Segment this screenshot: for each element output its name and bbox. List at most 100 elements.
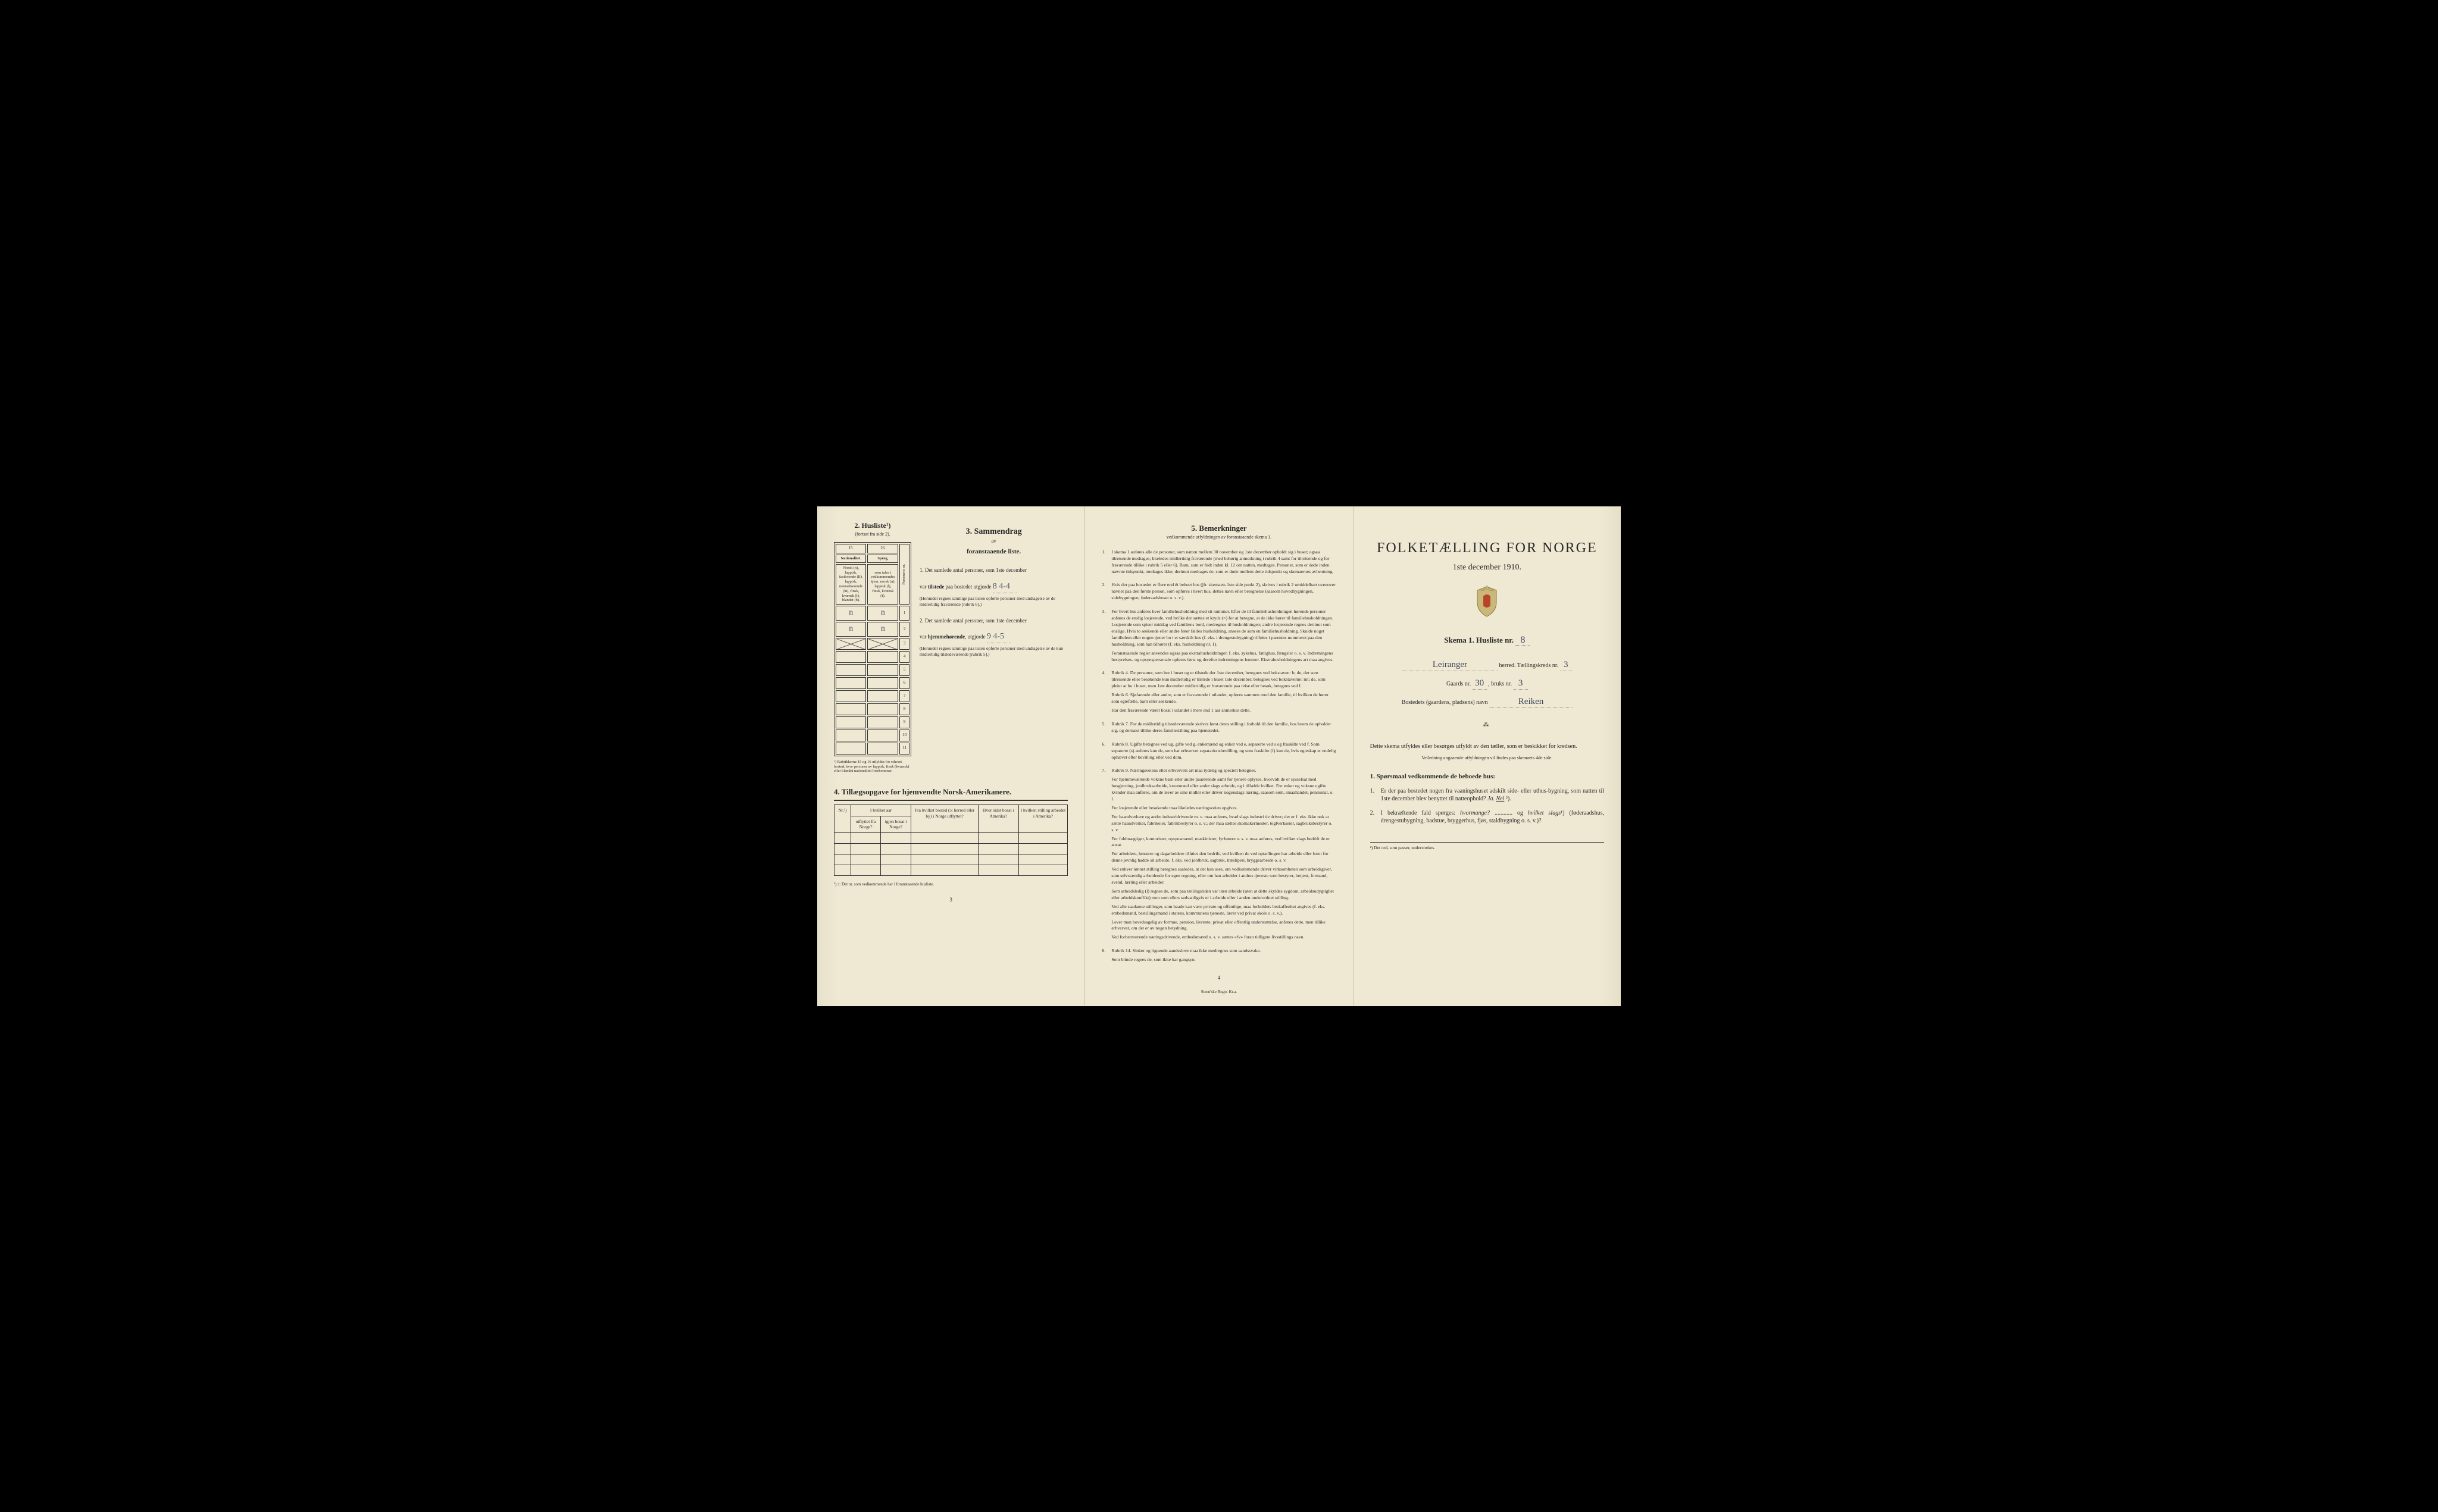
bruks-nr: 3 [1514, 677, 1528, 690]
section-2-husliste: 2. Husliste¹) (fortsat fra side 2). 15. … [834, 521, 911, 774]
table-row [834, 833, 1068, 844]
bosted-value: Reiken [1489, 696, 1573, 708]
q2-text-content: I bekræftende fald spørges: hvormange? .… [1381, 810, 1604, 825]
skema-line: Skema 1. Husliste nr. 8 [1370, 634, 1604, 647]
husliste-table: 15. 16. Personens nr. Nationalitet. Spro… [834, 542, 911, 756]
table-row: 11 [836, 743, 909, 755]
col16-desc: som tales i vedkommendes hjem: norsk (n)… [867, 564, 898, 605]
col-15: 15. [836, 544, 866, 553]
q2-num: 2. [1370, 809, 1381, 825]
col16-label: Sprog, [877, 556, 888, 561]
bemerkning-item: 5.Rubrik 7. For de midlertidig tilstedev… [1102, 721, 1336, 737]
document-spread: 2. Husliste¹) (fortsat fra side 2). 15. … [817, 506, 1621, 1006]
col15-desc: Norsk (n), lappisk, fastboende (lf), lap… [836, 564, 866, 605]
census-date: 1ste december 1910. [1370, 562, 1604, 574]
sammendrag-item-1: 1. Det samlede antal personer, som 1ste … [920, 566, 1068, 607]
q2-text: I bekræftende fald spørges: hvormange? .… [1381, 809, 1604, 825]
table-row: 3 [836, 638, 909, 650]
sec4-header: 4. Tillægsopgave for hjemvendte Norsk-Am… [834, 787, 1068, 801]
instruction-text: Dette skema utfyldes eller besørges utfy… [1370, 743, 1604, 751]
skema-label: Skema 1. Husliste nr. [1444, 636, 1514, 644]
table-row [834, 854, 1068, 865]
table-row: 6 [836, 677, 909, 689]
bosted-label: Bostedets (gaardens, pladsens) navn [1402, 699, 1488, 706]
bemerkning-item: 8.Rubrik 14. Sinker og lignende aandsslo… [1102, 948, 1336, 966]
rubrik-note: ¹) Rubrikkerne 15 og 16 utfyldes for eth… [834, 760, 911, 774]
herred-value: Leiranger [1402, 659, 1498, 671]
bemerkning-item: 3.For hvert hus anføres hver familiehush… [1102, 609, 1336, 665]
item2-l2b: hjemmehørende [928, 634, 965, 640]
bruks-label: , bruks nr. [1488, 681, 1512, 687]
table-row [834, 844, 1068, 854]
item1-l2a: var [920, 584, 928, 590]
item2-note: (Herunder regnes samtlige paa listen opf… [920, 646, 1068, 658]
table-row [834, 865, 1068, 876]
table-row: 8 [836, 703, 909, 715]
coat-of-arms-icon [1370, 586, 1604, 619]
item2-l2c: , utgjorde [965, 634, 986, 640]
imprint: Steen'ske Bogtr. Kr.a. [1102, 990, 1336, 995]
page3-footnote: ²) Det ord, som passer, understrekes. [1370, 842, 1604, 851]
item1-l2c: paa bostedet utgjorde [944, 584, 991, 590]
sec3-header: 3. Sammendrag [920, 527, 1068, 538]
item2-num: 2. [920, 618, 924, 624]
instruction-small: Veiledning angaaende utfyldningen vil fi… [1370, 755, 1604, 762]
item1-value: 8 4-4 [993, 581, 1017, 593]
bemerkning-item: 6.Rubrik 8. Ugifte betegnes ved ug, gift… [1102, 741, 1336, 763]
kreds-nr: 3 [1560, 659, 1572, 671]
bemerkning-item: 7.Rubrik 9. Næringsveiens eller erhverve… [1102, 768, 1336, 943]
sec5-subheader: vedkommende utfyldningen av foranstaaend… [1102, 534, 1336, 541]
item1-text: Det samlede antal personer, som 1ste dec… [925, 567, 1027, 573]
t4-col-aar: I hvilket aar [851, 804, 911, 816]
table-row: 4 [836, 651, 909, 663]
tillaeg-table: Nr.²) I hvilket aar Fra hvilket bosted (… [834, 804, 1068, 876]
herred-label: herred. Tællingskreds nr. [1499, 662, 1558, 669]
bosted-line: Bostedets (gaardens, pladsens) navn Reik… [1370, 696, 1604, 708]
table-row: 9 [836, 716, 909, 728]
bemerkning-item: 4.Rubrik 4. De personer, som bor i huset… [1102, 670, 1336, 716]
item2-l2a: var [920, 634, 928, 640]
main-title: FOLKETÆLLING FOR NORGE [1370, 539, 1604, 558]
section-3-sammendrag: 3. Sammendrag av foranstaaende liste. 1.… [920, 521, 1068, 774]
sec2-subheader: (fortsat fra side 2). [834, 531, 911, 538]
t4-subcol-igjen: igjen bosat i Norge? [881, 816, 911, 833]
col15-label: Nationalitet. [840, 556, 861, 561]
page-2: 5. Bemerkninger vedkommende utfyldningen… [1085, 506, 1353, 1006]
sec3-sub: av [920, 537, 1068, 544]
gaards-label: Gaards nr. [1446, 681, 1471, 687]
col-persnr: Personens nr. [902, 564, 907, 585]
herred-line: Leiranger herred. Tællingskreds nr. 3 [1370, 659, 1604, 671]
sec5-header: 5. Bemerkninger [1102, 523, 1336, 534]
table-row: 10 [836, 730, 909, 741]
page-number-3: 3 [834, 896, 1068, 903]
husliste-nr: 8 [1515, 635, 1530, 646]
item1-note: (Herunder regnes samtlige paa listen opf… [920, 596, 1068, 608]
item2-value: 9 4-5 [987, 631, 1011, 643]
bemerkning-item: 2.Hvis der paa bostedet er flere end ét … [1102, 582, 1336, 604]
page-1: 2. Husliste¹) (fortsat fra side 2). 15. … [817, 506, 1085, 1006]
table-row: nn2 [836, 622, 909, 637]
t4-col-bosted: Fra hvilket bosted (ɔ: herred eller by) … [911, 804, 979, 832]
item2-text: Det samlede antal personer, som 1ste dec… [925, 618, 1027, 624]
question-2: 2. I bekræftende fald spørges: hvormange… [1370, 809, 1604, 825]
sammendrag-item-2: 2. Det samlede antal personer, som 1ste … [920, 617, 1068, 658]
question-1: 1. Er der paa bostedet nogen fra vaaning… [1370, 787, 1604, 803]
section-4-tillaeg: 4. Tillægsopgave for hjemvendte Norsk-Am… [834, 787, 1068, 903]
page-3: FOLKETÆLLING FOR NORGE 1ste december 191… [1354, 506, 1621, 1006]
q1-text: Er der paa bostedet nogen fra vaaningshu… [1381, 787, 1604, 803]
table-row: 5 [836, 664, 909, 676]
col-16: 16. [867, 544, 898, 553]
t4-col-amerika: Hvor sidst bosat i Amerika? [979, 804, 1018, 832]
t4-col-nr: Nr.²) [834, 804, 851, 832]
item1-l2b: tilstede [928, 584, 945, 590]
gaards-nr: 30 [1473, 677, 1487, 690]
sec3-sub2: foranstaaende liste. [920, 547, 1068, 556]
t4-subcol-ut: utflyttet fra Norge? [851, 816, 881, 833]
sec4-footnote: ²) ɔ: Det nr. som vedkommende har i fora… [834, 882, 1068, 887]
q1-text-content: Er der paa bostedet nogen fra vaaningshu… [1381, 788, 1604, 803]
bemerkning-item: 1.I skema 1 anføres alle de personer, so… [1102, 549, 1336, 578]
question-header: 1. Spørsmaal vedkommende de beboede hus: [1370, 772, 1604, 781]
q1-num: 1. [1370, 787, 1381, 803]
sec2-header: 2. Husliste¹) [834, 521, 911, 530]
gaards-line: Gaards nr. 30 , bruks nr. 3 [1370, 677, 1604, 690]
